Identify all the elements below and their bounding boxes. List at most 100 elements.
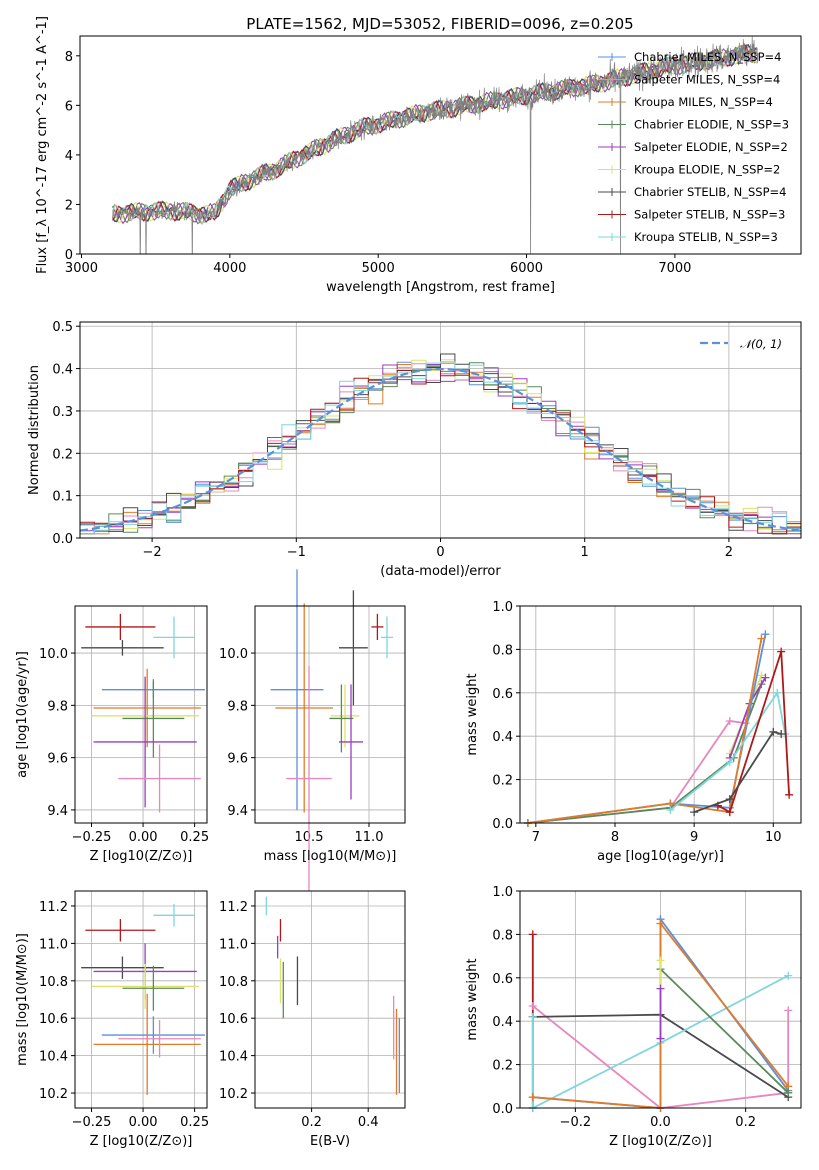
weight-line-chabrier-elodie bbox=[659, 968, 789, 1094]
x-tick-label: −0.25 bbox=[72, 1115, 112, 1130]
weight-marker bbox=[656, 1034, 665, 1043]
weight-marker bbox=[725, 808, 734, 817]
legend-label: Salpeter ELODIE, N_SSP=2 bbox=[634, 140, 788, 154]
y-tick-label: 9.4 bbox=[227, 804, 248, 819]
y-tick-label: 0.0 bbox=[52, 532, 73, 547]
mass-vs-extinction-panel: 0.2 0.4 10.2 10.4 10.6 10.8 11.0 11.2 E(B-V) bbox=[219, 890, 406, 1149]
weight-marker bbox=[725, 717, 734, 726]
y-tick-label: 10.0 bbox=[219, 647, 248, 662]
x-tick-label: 0.00 bbox=[129, 830, 158, 845]
weight-line-kroupa-miles bbox=[527, 638, 763, 824]
residuals-panel: −2 −1 0 1 2 0.0 0.1 0.2 0.3 0.4 0.5 (data-model)/er… bbox=[27, 320, 802, 579]
axes-frame bbox=[79, 321, 802, 539]
y-tick-label: 11.2 bbox=[39, 900, 68, 915]
y-tick-label: 0.2 bbox=[492, 1059, 513, 1074]
weight-marker bbox=[784, 1006, 793, 1015]
y-tick-label: 10.6 bbox=[39, 1012, 68, 1027]
mass-weight-vs-age-panel: 7 8 9 10 0.0 0.2 0.4 0.6 0.8 1.0 age [log10(age/yr… bbox=[465, 600, 802, 864]
x-axis-label: age [log10(age/yr)] bbox=[597, 849, 724, 864]
x-tick-label: 6000 bbox=[510, 261, 543, 276]
y-tick-label: 10.8 bbox=[219, 975, 248, 990]
y-tick-label: 9.4 bbox=[47, 804, 68, 819]
y-tick-label: 0.4 bbox=[492, 1015, 513, 1030]
y-tick-label: 0.6 bbox=[492, 687, 513, 702]
weight-marker bbox=[785, 790, 794, 799]
y-axis-label: mass weight bbox=[465, 673, 480, 755]
weight-marker bbox=[528, 1002, 537, 1011]
x-tick-label: 0.2 bbox=[301, 1115, 322, 1130]
y-tick-label: 9.8 bbox=[227, 699, 248, 714]
legend-label: Salpeter STELIB, N_SSP=3 bbox=[634, 208, 785, 222]
axes-frame bbox=[519, 890, 802, 1109]
y-axis-label: Flux [f_λ 10^-17 erg cm^-2 s^-1 A^-1] bbox=[35, 16, 50, 274]
x-tick-label: −0.2 bbox=[560, 1115, 592, 1130]
y-tick-label: 0.3 bbox=[52, 405, 73, 420]
x-tick-label: 0.25 bbox=[180, 1115, 209, 1130]
axes-frame bbox=[254, 605, 406, 824]
legend-label: Kroupa MILES, N_SSP=4 bbox=[634, 95, 773, 109]
y-tick-label: 0.2 bbox=[492, 774, 513, 789]
residual-histogram-kroupa-stelib bbox=[80, 361, 801, 535]
y-tick-label: 0.0 bbox=[492, 1102, 513, 1117]
y-tick-label: 0.5 bbox=[52, 320, 73, 335]
x-tick-label: −0.25 bbox=[72, 830, 112, 845]
x-axis-label: Z [log10(Z/Z⊙)] bbox=[90, 849, 193, 864]
y-tick-label: 1.0 bbox=[492, 600, 513, 615]
legend-label: Salpeter MILES, N_SSP=4 bbox=[634, 73, 780, 87]
weight-marker bbox=[757, 634, 766, 643]
x-tick-label: 7000 bbox=[658, 261, 691, 276]
weight-marker bbox=[528, 930, 537, 939]
y-tick-label: 8 bbox=[65, 50, 73, 65]
x-axis-label: mass [log10(M/M⊙)] bbox=[264, 849, 397, 864]
x-tick-label: 0.0 bbox=[650, 1115, 671, 1130]
mass-weight-vs-metallicity-panel: −0.2 0.0 0.2 0.0 0.2 0.4 0.6 0.8 1.0 Z [log10(Z/Z… bbox=[465, 885, 802, 1149]
y-tick-label: 0 bbox=[65, 248, 73, 263]
y-tick-label: 4 bbox=[65, 149, 73, 164]
figure-title: PLATE=1562, MJD=53052, FIBERID=0096, z=0… bbox=[246, 15, 633, 33]
x-tick-label: 0.4 bbox=[358, 1115, 379, 1130]
x-tick-label: 10 bbox=[765, 830, 782, 845]
y-tick-label: 0.1 bbox=[52, 490, 73, 505]
weight-line-salpeter-stelib bbox=[717, 651, 790, 814]
y-axis-label: age [log10(age/yr)] bbox=[15, 651, 30, 778]
y-tick-label: 0.6 bbox=[492, 972, 513, 987]
x-axis-label: (data-model)/error bbox=[380, 564, 501, 579]
x-tick-label: 7 bbox=[532, 830, 540, 845]
y-axis-label: Normed distribution bbox=[27, 365, 42, 495]
y-tick-label: 9.8 bbox=[47, 699, 68, 714]
weight-line-kroupa-stelib bbox=[669, 690, 787, 811]
x-tick-label: 0.2 bbox=[735, 1115, 756, 1130]
y-tick-label: 1.0 bbox=[492, 885, 513, 900]
weight-marker bbox=[528, 1093, 537, 1102]
y-tick-label: 0.4 bbox=[492, 730, 513, 745]
weight-marker bbox=[784, 1088, 793, 1097]
y-tick-label: 10.4 bbox=[219, 1050, 248, 1065]
weight-marker bbox=[761, 630, 770, 639]
legend-label: Kroupa STELIB, N_SSP=3 bbox=[634, 230, 778, 244]
spectrum-plot-area bbox=[112, 36, 759, 254]
x-tick-label: 0.25 bbox=[180, 830, 209, 845]
weight-marker bbox=[666, 805, 675, 814]
y-tick-label: 9.6 bbox=[47, 752, 68, 767]
weight-line-chabrier-stelib bbox=[693, 730, 782, 813]
x-axis-label: wavelength [Angstrom, rest frame] bbox=[326, 280, 555, 295]
weight-marker bbox=[773, 688, 782, 697]
x-tick-label: 0.00 bbox=[129, 1115, 158, 1130]
weight-line-kroupa-stelib bbox=[531, 974, 789, 1110]
axes-frame bbox=[254, 890, 406, 1109]
x-tick-label: 2 bbox=[725, 545, 733, 560]
x-axis-label: E(B-V) bbox=[310, 1134, 350, 1149]
y-tick-label: 10.6 bbox=[219, 1012, 248, 1027]
y-tick-label: 0.8 bbox=[492, 928, 513, 943]
x-tick-label: −2 bbox=[143, 545, 162, 560]
y-tick-label: 6 bbox=[65, 99, 73, 114]
y-tick-label: 10.8 bbox=[39, 975, 68, 990]
x-tick-label: −1 bbox=[287, 545, 306, 560]
y-tick-label: 9.6 bbox=[227, 752, 248, 767]
y-axis-label: mass weight bbox=[465, 958, 480, 1040]
y-tick-label: 10.2 bbox=[219, 1087, 248, 1102]
axes-frame bbox=[74, 890, 208, 1109]
weight-marker bbox=[528, 1012, 537, 1021]
